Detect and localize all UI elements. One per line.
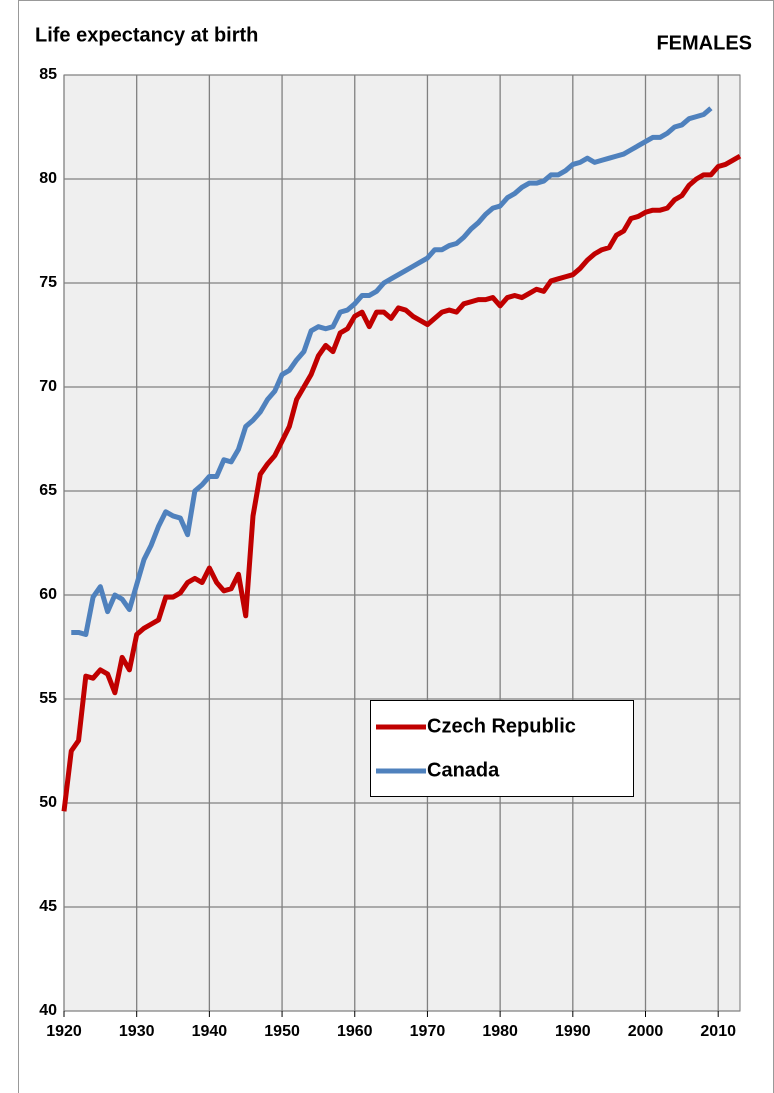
x-tick-label: 1930 xyxy=(119,1023,155,1040)
plot-area xyxy=(63,74,741,1012)
chart-title: Life expectancy at birth xyxy=(35,24,258,46)
y-tick-label: 75 xyxy=(39,274,57,291)
legend-box xyxy=(370,700,634,797)
y-tick-label: 85 xyxy=(39,66,57,83)
x-tick-label: 2000 xyxy=(628,1023,664,1040)
x-tick-label: 1990 xyxy=(555,1023,591,1040)
chart-subtitle: FEMALES xyxy=(656,32,752,54)
x-tick-label: 1920 xyxy=(46,1023,82,1040)
y-tick-label: 45 xyxy=(39,898,57,915)
x-tick-label: 2010 xyxy=(700,1023,736,1040)
x-tick-label: 1940 xyxy=(192,1023,228,1040)
x-tick-label: 1980 xyxy=(482,1023,518,1040)
series-line xyxy=(71,106,713,638)
x-tick-label: 1970 xyxy=(410,1023,446,1040)
x-tick-label: 1960 xyxy=(337,1023,373,1040)
y-tick-label: 60 xyxy=(39,586,57,603)
y-tick-label: 40 xyxy=(39,1002,57,1019)
series-line xyxy=(61,153,742,812)
legend-label: Czech Republic xyxy=(427,715,576,737)
legend-label: Canada xyxy=(427,759,500,781)
y-tick-label: 55 xyxy=(39,690,57,707)
y-tick-label: 70 xyxy=(39,378,57,395)
y-tick-label: 50 xyxy=(39,794,57,811)
x-tick-label: 1950 xyxy=(264,1023,300,1040)
y-tick-label: 65 xyxy=(39,482,57,499)
y-tick-label: 80 xyxy=(39,170,57,187)
